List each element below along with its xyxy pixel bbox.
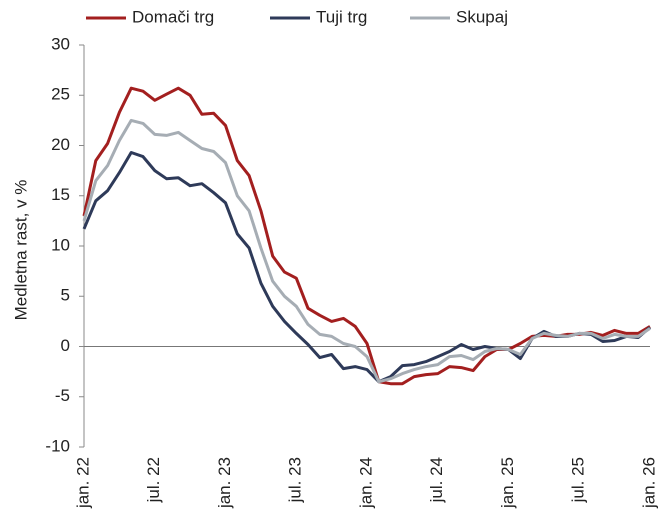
y-tick-label: 30 xyxy=(51,34,70,53)
x-tick-label: jan. 23 xyxy=(215,457,234,509)
y-tick-label: 10 xyxy=(51,235,70,254)
series-line xyxy=(82,86,651,386)
y-tick-label: 25 xyxy=(51,85,70,104)
series-line xyxy=(82,118,651,384)
y-tick-label: 15 xyxy=(51,185,70,204)
y-tick-label: 0 xyxy=(61,336,70,355)
legend-label: Domači trg xyxy=(132,7,214,26)
x-tick-label: jan. 25 xyxy=(498,457,517,509)
x-tick-label: jul. 22 xyxy=(144,457,163,503)
y-axis-title: Medletna rast, v % xyxy=(11,180,30,321)
x-tick-label: jul. 24 xyxy=(427,457,446,503)
y-tick-label: -5 xyxy=(55,386,70,405)
y-tick-label: -10 xyxy=(45,436,70,455)
y-tick-label: 20 xyxy=(51,135,70,154)
x-tick-label: jul. 23 xyxy=(286,457,305,503)
x-tick-label: jul. 25 xyxy=(569,457,588,503)
legend-label: Tuji trg xyxy=(316,7,367,26)
x-tick-label: jan. 22 xyxy=(73,457,92,509)
legend-label: Skupaj xyxy=(456,7,508,26)
x-tick-label: jan. 26 xyxy=(639,457,658,509)
x-tick-label: jan. 24 xyxy=(356,457,375,509)
y-tick-label: 5 xyxy=(61,286,70,305)
